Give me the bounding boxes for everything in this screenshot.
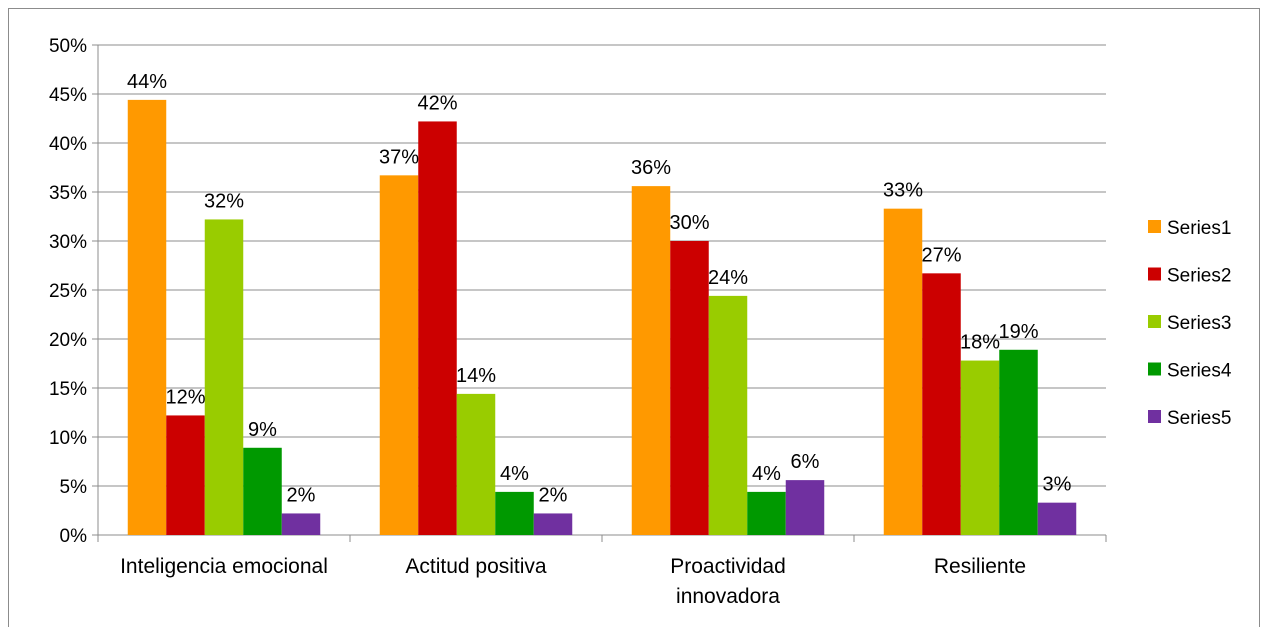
data-labels: 44% 12% 32% 9% 2% 37% 42% 14% 4% 2% 36% 30% 24% 4% 6% 3… [127,71,1072,507]
data-label: 32% [204,190,244,212]
data-label: 9% [248,419,277,441]
y-tick-label: 25% [49,281,87,302]
bar [127,99,167,535]
legend-label: Series4 [1167,361,1232,382]
category-label: Resiliente [934,555,1026,578]
y-tick-label: 0% [60,526,88,547]
y-tick-label: 50% [49,36,87,57]
y-tick-label: 45% [49,85,87,106]
data-label: 14% [456,365,496,387]
data-label: 4% [500,463,529,485]
bars [127,99,1077,535]
legend-swatch [1148,315,1161,328]
data-label: 3% [1043,474,1072,496]
legend-label: Series3 [1167,313,1231,334]
data-label: 30% [669,212,709,234]
data-label: 36% [631,157,671,179]
gridlines [98,44,1106,487]
data-label: 33% [883,180,923,202]
legend-label: Series2 [1167,266,1231,287]
legend: Series1 Series2 Series3 Series4 Series5 [1148,218,1232,429]
category-label: Actitud positiva [405,555,547,578]
legend-swatch [1148,267,1161,281]
category-label: Proactividad innovadora [670,555,786,608]
data-label: 18% [960,332,1000,354]
bar [922,273,961,535]
data-label: 4% [752,463,781,485]
y-tick-label: 30% [49,232,87,253]
bar [999,349,1038,535]
y-tick-label: 15% [49,379,87,400]
bar [243,447,282,535]
bar [533,513,573,535]
bar [960,360,1000,535]
data-label: 42% [417,92,457,114]
data-label: 2% [539,484,568,506]
legend-label: Series5 [1167,408,1231,429]
bar [495,491,534,535]
data-label: 19% [998,321,1038,343]
legend-label: Series1 [1167,218,1231,239]
data-label: 37% [379,146,419,168]
bar [379,175,419,535]
bar [631,186,671,535]
bar [281,513,321,535]
axes: 0% 5% 10% 15% 20% 25% 30% 35% 40% 45% 50% Inteligen… [49,36,1107,608]
data-label: 27% [921,244,961,266]
y-tick-label: 20% [49,330,87,351]
legend-swatch [1148,220,1161,233]
bar [670,241,709,535]
y-tick-label: 35% [49,183,87,204]
category-label: Inteligencia emocional [120,555,328,578]
bar [785,480,825,535]
y-tick-label: 40% [49,134,87,155]
data-label: 2% [287,484,316,506]
bar [708,295,748,535]
legend-swatch [1148,362,1161,376]
bar [166,415,205,535]
bar [883,208,923,535]
bar [1037,502,1077,535]
data-label: 6% [791,451,820,473]
bar [747,491,786,535]
data-label: 44% [127,71,167,93]
bar [418,121,457,535]
legend-swatch [1148,410,1161,423]
y-tick-label: 5% [60,477,88,498]
data-label: 12% [165,386,205,408]
y-tick-label: 10% [49,428,87,449]
bar [204,219,244,535]
data-label: 24% [708,267,748,289]
bar [456,393,496,535]
